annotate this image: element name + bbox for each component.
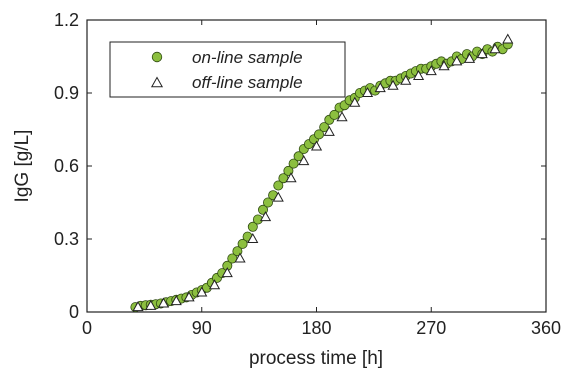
on-line-point [262,197,273,208]
legend-marker-off-line [150,76,164,88]
y-tick-label: 0.3 [54,229,79,249]
off-line-point [463,52,476,63]
off-line-point [336,111,348,122]
x-tick-label: 180 [301,318,331,338]
legend-marker-on-line [151,51,163,63]
off-line-point [489,43,501,54]
off-line-point [310,140,323,151]
off-line-point [412,69,425,80]
off-line-point [298,155,310,166]
x-axis-label: process time [h] [249,348,383,369]
series-off-line [132,33,514,312]
off-line-point [157,297,170,308]
x-tick-label: 90 [192,318,212,338]
legend: on-line sample off-line sample [109,41,346,98]
off-line-point [361,86,374,97]
y-tick-label: 1.2 [54,10,79,30]
legend-box [109,41,346,98]
legend-label-on-line: on-line sample [192,48,303,67]
off-line-point [234,252,246,263]
off-line-point [259,211,272,222]
y-axis-label: IgG [g/L] [12,130,33,203]
y-tick-label: 0.9 [54,83,79,103]
off-line-point [221,267,233,278]
on-line-point [313,129,324,140]
ticks: 0 90 180 270 360 0 0.3 0.6 0.9 1.2 [54,10,561,338]
off-line-point [208,279,221,290]
off-line-point [272,191,284,202]
off-line-point [425,65,437,76]
off-line-point [183,291,195,302]
off-line-point [400,74,412,85]
off-line-point [132,301,144,312]
on-line-point [237,238,248,249]
on-line-point [273,180,284,191]
off-line-point [502,33,514,44]
off-line-point [170,295,182,306]
legend-label-off-line: off-line sample [192,73,303,92]
off-line-point [476,48,488,59]
on-line-point [288,158,299,169]
off-line-point [285,172,297,183]
off-line-point [145,299,157,310]
series-layer [130,33,514,313]
y-tick-label: 0.6 [54,156,79,176]
off-line-point [323,125,335,136]
x-tick-label: 270 [416,318,446,338]
on-line-point [247,221,258,232]
x-tick-label: 360 [531,318,561,338]
off-line-point [247,232,259,243]
off-line-point [196,286,208,297]
off-line-point [451,55,463,66]
off-line-point [387,79,399,90]
off-line-point [374,82,386,93]
y-tick-label: 0 [69,302,79,322]
x-tick-label: 0 [82,318,92,338]
off-line-point [349,96,361,107]
on-line-point [329,109,340,120]
off-line-point [438,60,450,71]
